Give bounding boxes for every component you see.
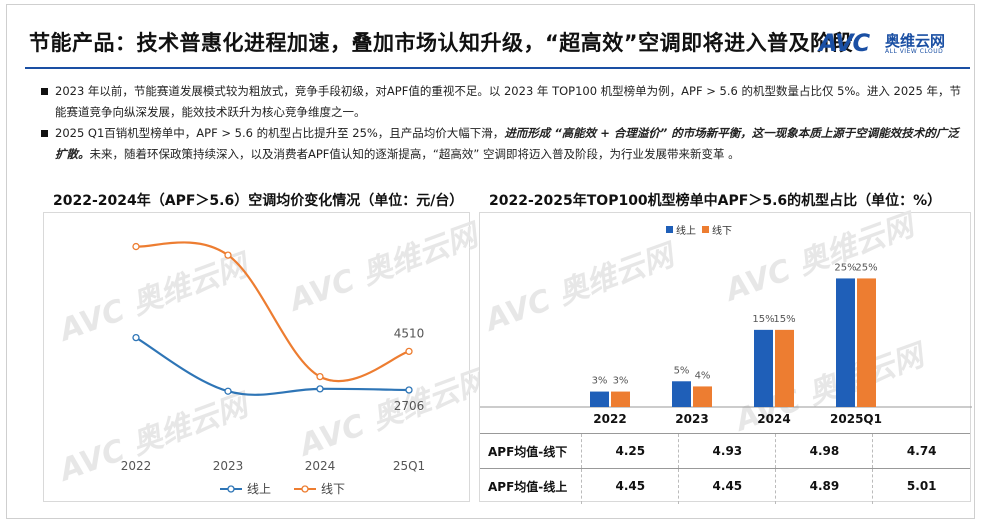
line-chart-title: 2022-2024年（APF＞5.6）空调均价变化情况（单位：元/台） <box>53 193 464 209</box>
data-label: 2706 <box>394 399 425 413</box>
bullet-item: 2023 年以前，节能赛道发展模式较为粗放式，竞争手段初级，对APF值的重视不足… <box>41 81 961 123</box>
x-tick-label: 2022 <box>121 459 152 473</box>
bar-chart-title: 2022-2025年TOP100机型榜单中APF＞5.6的机型占比（单位：%） <box>489 193 942 209</box>
data-point <box>316 385 324 393</box>
bullet-square-icon <box>41 130 48 137</box>
x-tick-label: 2022 <box>593 412 626 425</box>
legend-label: 线下 <box>712 224 732 237</box>
logo-cn: 奥维云网 <box>885 32 946 50</box>
bar <box>590 391 609 407</box>
table-cell: 4.25 <box>581 433 679 469</box>
bullet-list: 2023 年以前，节能赛道发展模式较为粗放式，竞争手段初级，对APF值的重视不足… <box>41 81 961 165</box>
data-point <box>224 251 232 259</box>
table-cell: 4.74 <box>872 433 970 469</box>
x-tick-label: 2025Q1 <box>830 412 882 425</box>
bar <box>857 278 876 407</box>
bar-value-label: 5% <box>674 365 690 376</box>
bar <box>611 391 630 407</box>
legend-swatch <box>666 226 673 233</box>
legend-label: 线下 <box>321 482 345 496</box>
bullet-text: 2023 年以前，节能赛道发展模式较为粗放式，竞争手段初级，对APF值的重视不足… <box>55 84 961 119</box>
legend-marker <box>301 485 309 493</box>
table-cell: 4.45 <box>678 468 776 504</box>
bullet-text: 未来，随着环保政策持续深入，以及消费者APF值认知的逐渐提高，“超高效” 空调即… <box>89 147 740 161</box>
bullet-item: 2025 Q1百销机型榜单中，APF > 5.6 的机型占比提升至 25%，且产… <box>41 123 961 165</box>
bullet-square-icon <box>41 88 48 95</box>
table-cell: 4.45 <box>581 468 679 504</box>
x-tick-label: 2024 <box>757 412 790 425</box>
data-point <box>132 333 140 342</box>
legend-marker <box>227 485 235 493</box>
bar <box>693 386 712 407</box>
x-tick-label: 2023 <box>675 412 708 425</box>
bar <box>836 278 855 407</box>
bullet-emphasis: 进而形成 “高能效 + 合理溢价” 的市场新平衡，这一现象本质上源于空调能效技术… <box>55 126 959 161</box>
bullet-text: 2025 Q1百销机型榜单中，APF > 5.6 的机型占比提升至 25%，且产… <box>55 126 505 140</box>
bar-chart: 3% 3% 2022 5% 4% 2023 15%15% 2024 25%25% 2025Q1 线上… <box>480 224 972 425</box>
slide: 节能产品：技术普惠化进程加速，叠加市场认知升级，“超高效”空调即将进入普及阶段 … <box>6 4 975 519</box>
legend-swatch <box>702 226 709 233</box>
data-label: 4510 <box>394 326 425 340</box>
series-line-0 <box>135 336 410 396</box>
legend-label: 线上 <box>247 482 271 496</box>
line-chart-panel: AVC 奥维云网 AVC 奥维云网 AVC 奥维云网 AVC 奥维云网 2022… <box>43 212 492 502</box>
legend-label: 线上 <box>676 224 696 237</box>
bar-value-label: 4% <box>695 370 711 381</box>
table-cell: 4.98 <box>775 433 873 469</box>
table-cell: 4.89 <box>775 468 873 504</box>
row-label: APF均值-线下 <box>480 433 582 469</box>
apf-table: APF均值-线下 4.25 4.93 4.98 4.74 APF均值-线上 4.45 4.45… <box>480 433 970 504</box>
row-label: APF均值-线上 <box>480 468 582 504</box>
bar-value-label: 3% <box>592 376 608 387</box>
data-point <box>316 372 324 381</box>
x-tick-label: 25Q1 <box>393 459 425 473</box>
table-cell: 4.93 <box>678 433 776 469</box>
title-divider <box>25 67 970 69</box>
bar <box>672 381 691 407</box>
table-row: APF均值-线上 4.45 4.45 4.89 5.01 <box>480 468 970 504</box>
table-cell: 5.01 <box>872 468 970 504</box>
bar-value-label: 25% <box>834 262 856 273</box>
avc-logo: AVC 奥维云网 ALL VIEW CLOUD <box>819 29 979 59</box>
logo-mark: AVC <box>819 29 870 57</box>
data-point <box>405 386 413 394</box>
page-title: 节能产品：技术普惠化进程加速，叠加市场认知升级，“超高效”空调即将进入普及阶段 <box>29 31 854 55</box>
data-point <box>132 242 140 251</box>
bar-value-label: 3% <box>613 376 629 387</box>
bar-chart-panel: AVC 奥维云网 AVC 奥维云网 AVC 奥维云网 3% 3% 2022 5% 4% 2… <box>479 208 972 504</box>
bar <box>754 329 773 407</box>
line-chart: 2022 2023 2024 25Q1 4510 2706 线上 线下 <box>121 241 425 496</box>
data-point <box>224 387 232 395</box>
data-point <box>405 347 413 356</box>
series-line-1 <box>135 241 410 383</box>
x-tick-label: 2024 <box>305 459 336 473</box>
bar-value-label: 15% <box>752 314 774 325</box>
logo-en: ALL VIEW CLOUD <box>885 48 944 55</box>
x-tick-label: 2023 <box>213 459 244 473</box>
bar <box>775 329 794 407</box>
bar-value-label: 25% <box>855 262 877 273</box>
table-row: APF均值-线下 4.25 4.93 4.98 4.74 <box>480 433 970 469</box>
bar-value-label: 15% <box>773 314 795 325</box>
